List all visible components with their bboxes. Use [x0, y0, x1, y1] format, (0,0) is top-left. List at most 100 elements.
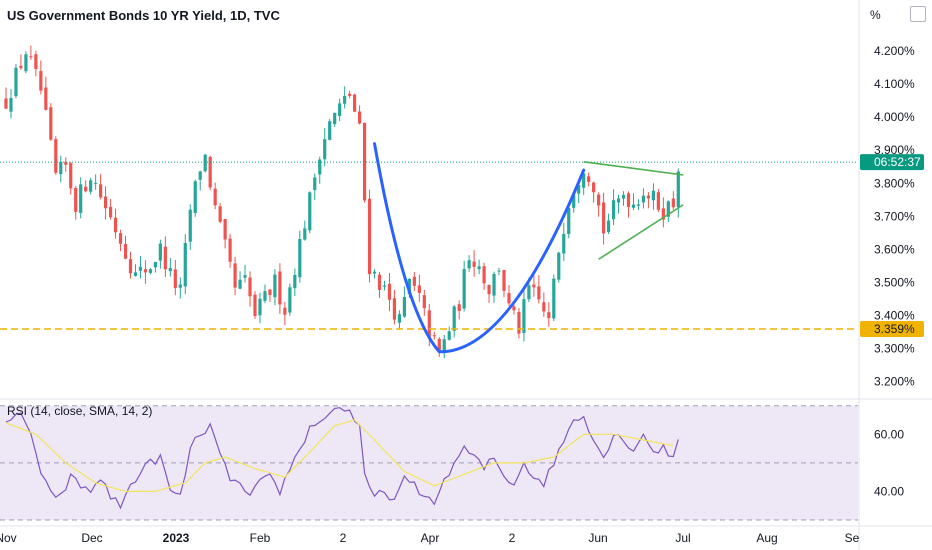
candle-body — [671, 198, 675, 208]
candle — [442, 334, 446, 359]
rsi-tick-label: 60.00 — [874, 427, 904, 441]
candle-body — [582, 173, 586, 188]
candle — [492, 271, 496, 303]
candle — [467, 255, 471, 272]
candle-body — [477, 266, 481, 270]
time-tick-label: Apr — [421, 531, 440, 545]
candle-body — [462, 269, 466, 309]
candle — [104, 186, 108, 220]
candle-body — [113, 217, 118, 233]
candle — [507, 285, 511, 306]
candle — [547, 302, 551, 327]
candle-body — [108, 206, 113, 218]
candle-body — [537, 286, 541, 300]
candle — [218, 203, 222, 224]
candle — [333, 112, 337, 127]
candle — [338, 98, 342, 122]
price-tick-label: 4.100% — [874, 77, 915, 91]
unit-label[interactable]: % — [870, 8, 881, 22]
candle — [626, 191, 631, 218]
candle-body — [447, 331, 451, 340]
candle-body — [631, 204, 636, 208]
candle-body — [522, 299, 526, 334]
candle-body — [472, 261, 476, 267]
candle — [288, 283, 292, 316]
candle — [313, 173, 317, 200]
candle-body — [148, 269, 153, 273]
candle-body — [397, 314, 402, 323]
candle — [522, 289, 526, 342]
candle-body — [208, 156, 212, 188]
candle — [278, 263, 282, 314]
candle — [537, 275, 541, 304]
candle — [303, 220, 307, 241]
candle-body — [273, 274, 277, 298]
candle-body — [577, 185, 581, 194]
candle-body — [343, 95, 347, 104]
candle — [671, 191, 675, 210]
candle-body — [104, 196, 108, 209]
candle-body — [512, 306, 516, 311]
candle — [283, 301, 287, 326]
time-tick-label: Feb — [250, 531, 271, 545]
candle-body — [293, 274, 297, 289]
candle-body — [412, 276, 416, 286]
candle — [168, 257, 172, 277]
candle-body — [218, 206, 222, 222]
last-price-badge-bg — [860, 154, 924, 171]
candle — [557, 251, 561, 283]
scale-toggle-icon[interactable] — [910, 6, 926, 22]
candle-body — [163, 246, 167, 270]
candle-body — [49, 107, 53, 140]
triangle-upper-line — [583, 161, 684, 176]
candle-body — [592, 182, 596, 193]
candle — [198, 170, 202, 191]
candle-body — [59, 161, 63, 175]
candle-body — [34, 54, 38, 70]
candle — [24, 51, 28, 74]
candle-body — [656, 192, 660, 210]
candle — [34, 50, 38, 77]
triangle-lower-line — [598, 204, 684, 260]
candle-body — [4, 98, 8, 109]
candle — [532, 273, 536, 297]
candle-body — [557, 252, 561, 280]
candle — [377, 271, 382, 298]
candle — [268, 288, 272, 303]
rsi-pane[interactable]: RSI (14, close, SMA, 14, 2) — [0, 404, 858, 521]
candle-body — [283, 307, 287, 315]
candle-body — [54, 139, 58, 173]
candle — [542, 292, 546, 317]
candle-body — [323, 139, 327, 160]
candle-body — [223, 219, 227, 240]
candle — [497, 267, 501, 276]
candle — [661, 197, 665, 228]
price-pane[interactable] — [0, 45, 858, 359]
candle — [14, 63, 18, 99]
candle-body — [442, 339, 446, 352]
rsi-sma-line — [5, 419, 674, 492]
candle — [447, 326, 451, 341]
time-tick-label: 2 — [340, 531, 347, 545]
candle-body — [382, 285, 387, 287]
time-tick-label: Dec — [81, 531, 102, 545]
candle-body — [168, 268, 172, 272]
candle-body — [328, 121, 332, 140]
candle-body — [367, 198, 372, 275]
candle-body — [153, 262, 157, 268]
candle — [611, 189, 616, 226]
candle-body — [636, 204, 641, 206]
candle — [4, 87, 8, 110]
price-tick-label: 3.600% — [874, 242, 915, 256]
candle-body — [377, 274, 382, 290]
candle — [402, 286, 406, 318]
candle — [602, 192, 606, 245]
candle-body — [84, 186, 88, 192]
rsi-tick-label: 40.00 — [874, 484, 904, 498]
candle — [138, 256, 143, 279]
candle — [188, 204, 192, 250]
candle-body — [253, 294, 257, 317]
candle — [387, 272, 392, 312]
candle-body — [268, 289, 272, 296]
